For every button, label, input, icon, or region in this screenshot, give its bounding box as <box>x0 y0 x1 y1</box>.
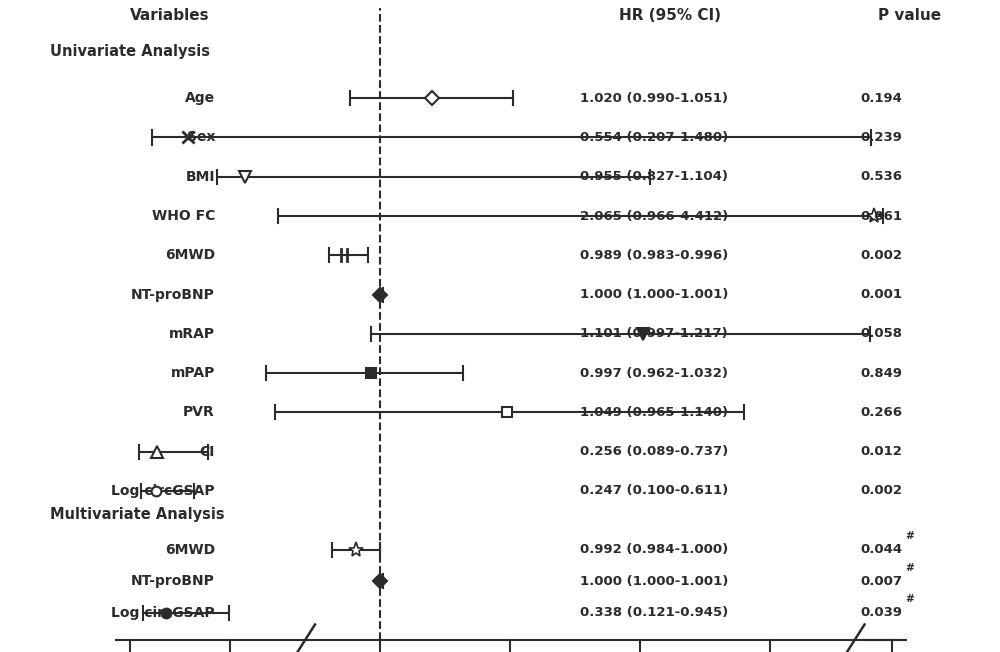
Text: HR (95% CI): HR (95% CI) <box>619 8 721 23</box>
Text: 0.536: 0.536 <box>860 170 902 183</box>
Text: #: # <box>905 594 914 604</box>
Text: Age: Age <box>185 91 215 105</box>
Text: Log circGSAP: Log circGSAP <box>111 484 215 498</box>
Text: 0.194: 0.194 <box>860 92 902 105</box>
Text: 0.338 (0.121-0.945): 0.338 (0.121-0.945) <box>580 606 728 619</box>
Text: Log circGSAP: Log circGSAP <box>111 606 215 619</box>
Text: 1.000 (1.000-1.001): 1.000 (1.000-1.001) <box>580 288 728 301</box>
Text: 0.002: 0.002 <box>860 484 902 497</box>
Text: 0.554 (0.207-1.480): 0.554 (0.207-1.480) <box>580 131 728 144</box>
Text: 0.266: 0.266 <box>860 406 902 419</box>
Text: Multivariate Analysis: Multivariate Analysis <box>50 507 225 522</box>
Text: mRAP: mRAP <box>169 327 215 341</box>
Text: 2.065 (0.966-4.412): 2.065 (0.966-4.412) <box>580 209 728 222</box>
Text: 1.020 (0.990-1.051): 1.020 (0.990-1.051) <box>580 92 728 105</box>
Text: 0.992 (0.984-1.000): 0.992 (0.984-1.000) <box>580 543 728 556</box>
Text: 0.061: 0.061 <box>860 209 902 222</box>
Text: 0.039: 0.039 <box>860 606 902 619</box>
Text: #: # <box>905 531 914 541</box>
Text: 0.989 (0.983-0.996): 0.989 (0.983-0.996) <box>580 249 728 262</box>
Text: mPAP: mPAP <box>171 366 215 380</box>
Text: CI: CI <box>200 445 215 459</box>
Text: WHO FC: WHO FC <box>152 209 215 223</box>
Text: BMI: BMI <box>186 170 215 184</box>
Text: PVR: PVR <box>183 406 215 419</box>
Text: 0.955 (0.827-1.104): 0.955 (0.827-1.104) <box>580 170 728 183</box>
Text: 1.101 (0.997-1.217): 1.101 (0.997-1.217) <box>580 327 728 340</box>
Text: Univariate Analysis: Univariate Analysis <box>50 44 210 59</box>
Text: 0.849: 0.849 <box>860 366 902 379</box>
Text: Variables: Variables <box>130 8 210 23</box>
Text: 0.058: 0.058 <box>860 327 902 340</box>
Text: NT-proBNP: NT-proBNP <box>131 288 215 302</box>
Text: 0.997 (0.962-1.032): 0.997 (0.962-1.032) <box>580 366 728 379</box>
Text: 0.001: 0.001 <box>860 288 902 301</box>
Text: 0.007: 0.007 <box>860 575 902 588</box>
Text: 0.247 (0.100-0.611): 0.247 (0.100-0.611) <box>580 484 728 497</box>
Text: NT-proBNP: NT-proBNP <box>131 574 215 588</box>
Text: P value: P value <box>878 8 942 23</box>
Text: 0.002: 0.002 <box>860 249 902 262</box>
Text: 0.239: 0.239 <box>860 131 902 144</box>
Text: 0.012: 0.012 <box>860 445 902 458</box>
Text: 1.000 (1.000-1.001): 1.000 (1.000-1.001) <box>580 575 728 588</box>
Text: 0.044: 0.044 <box>860 543 902 556</box>
Text: 0.256 (0.089-0.737): 0.256 (0.089-0.737) <box>580 445 728 458</box>
Text: 6MWD: 6MWD <box>165 543 215 557</box>
Text: 6MWD: 6MWD <box>165 248 215 262</box>
Text: 1.049 (0.965-1.140): 1.049 (0.965-1.140) <box>580 406 728 419</box>
Text: Sex: Sex <box>186 130 215 145</box>
Text: #: # <box>905 563 914 572</box>
